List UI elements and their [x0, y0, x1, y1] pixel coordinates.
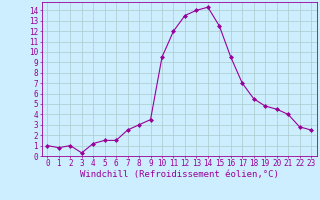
X-axis label: Windchill (Refroidissement éolien,°C): Windchill (Refroidissement éolien,°C) — [80, 170, 279, 179]
